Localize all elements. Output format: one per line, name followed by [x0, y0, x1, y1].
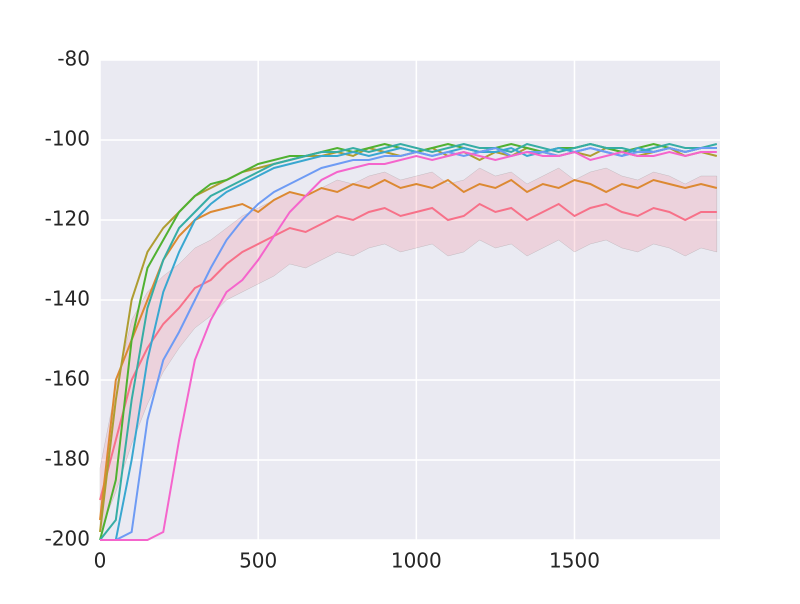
- y-tick-label: -140: [45, 287, 90, 311]
- x-tick-label: 1500: [549, 549, 600, 573]
- line: [100, 150, 717, 541]
- line: [99, 142, 718, 541]
- y-tick-label: -200: [45, 527, 90, 551]
- x-tick-label: 500: [239, 549, 277, 573]
- y-tick-label: -100: [45, 127, 90, 151]
- line: [99, 178, 718, 521]
- y-tick-label: -80: [57, 47, 90, 71]
- x-tick-label: 1000: [391, 549, 442, 573]
- x-tick-label: 0: [94, 549, 107, 573]
- y-tick-label: -120: [45, 207, 90, 231]
- y-tick-label: -180: [45, 447, 90, 471]
- y-tick-label: -160: [45, 367, 90, 391]
